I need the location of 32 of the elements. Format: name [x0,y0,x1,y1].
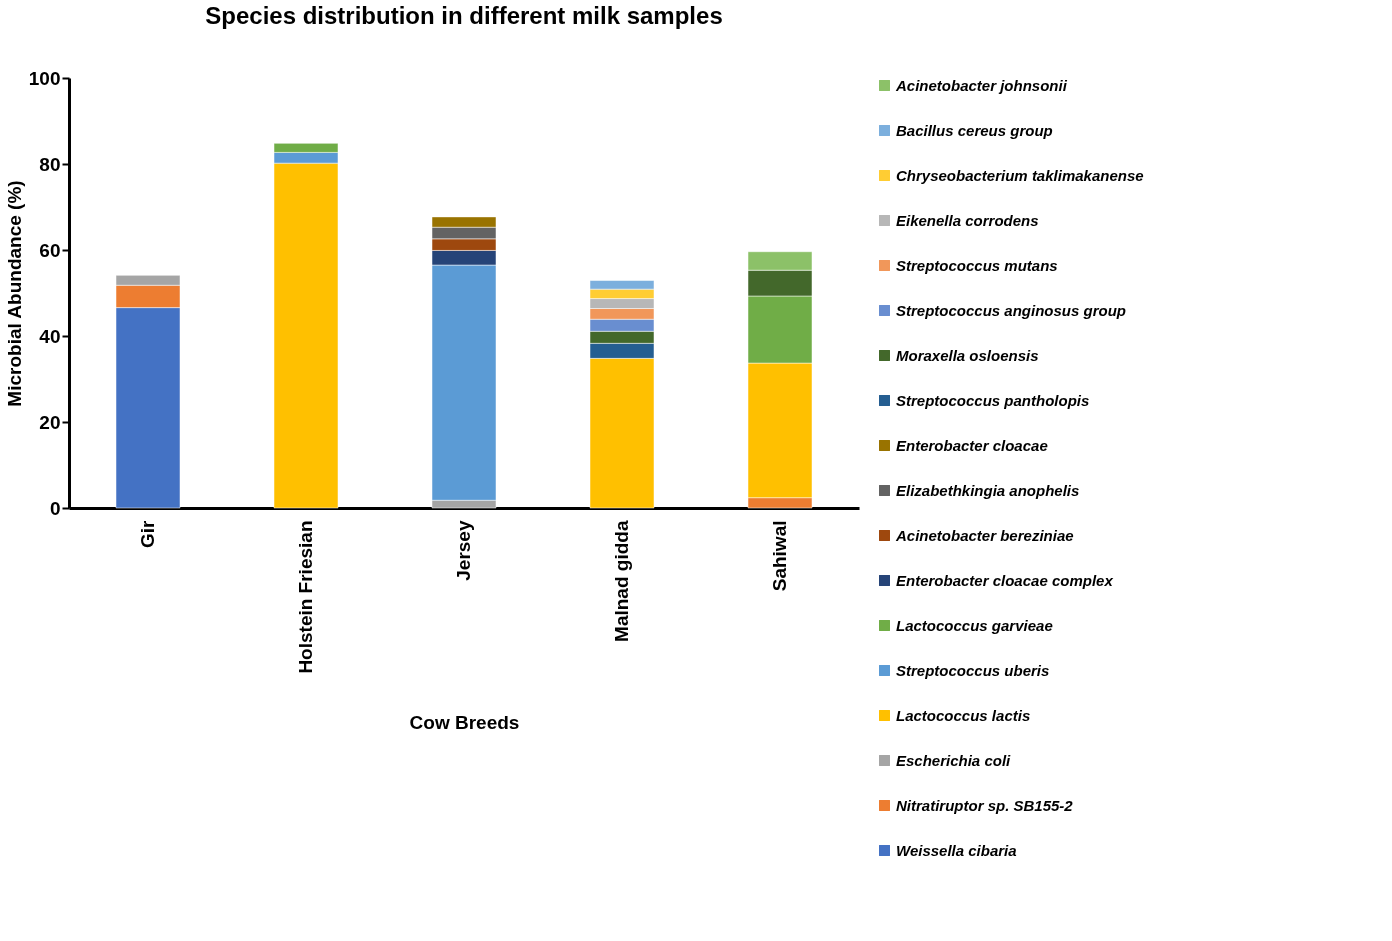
legend-label: Enterobacter cloacae [896,436,1048,454]
x-tick-label: Jersey [453,520,474,581]
y-axis-title: Microbial Abundance (%) [3,180,25,407]
x-tick-label: Malnad gidda [611,520,632,642]
legend-label: Streptococcus uberis [896,661,1050,679]
y-tick-label: 20 [39,411,61,433]
legend-label: Moraxella osloensis [896,346,1039,364]
x-tick-label: Sahiwal [769,520,790,592]
x-tick-label: Holstein Friesian [295,520,316,674]
legend-label: Eikenella corrodens [896,211,1039,229]
legend-label: Chryseobacterium taklimakanense [896,166,1144,184]
y-tick-label: 0 [49,497,61,519]
legend-label: Streptococcus mutans [896,256,1058,274]
legend-label: Lactococcus lactis [896,706,1031,724]
legend-label: Enterobacter cloacae complex [896,571,1114,589]
legend-label: Acinetobacter johnsonii [895,76,1068,94]
x-axis-title: Cow Breeds [409,711,520,733]
y-tick-label: 100 [28,67,61,89]
legend-label: Weissella cibaria [896,841,1017,859]
y-tick-label: 60 [39,239,61,261]
legend-label: Streptococcus pantholopis [896,391,1090,409]
legend-label: Acinetobacter bereziniae [895,526,1074,544]
chart-title: Species distribution in different milk samples [205,2,723,29]
legend-label: Bacillus cereus group [896,121,1053,139]
legend-label: Escherichia coli [896,751,1012,769]
legend-label: Nitratiruptor sp. SB155-2 [896,796,1074,814]
legend-label: Elizabethkingia anophelis [896,481,1080,499]
x-tick-label: Gir [137,519,158,548]
y-tick-label: 80 [39,153,61,175]
legend-label: Lactococcus garvieae [896,616,1053,634]
legend-label: Streptococcus anginosus group [896,301,1127,319]
y-tick-label: 40 [39,325,61,347]
